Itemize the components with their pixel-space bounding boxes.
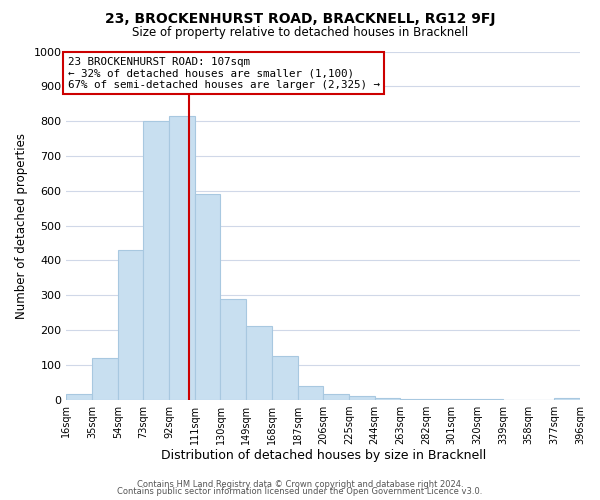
- Text: Size of property relative to detached houses in Bracknell: Size of property relative to detached ho…: [132, 26, 468, 39]
- Text: 23, BROCKENHURST ROAD, BRACKNELL, RG12 9FJ: 23, BROCKENHURST ROAD, BRACKNELL, RG12 9…: [105, 12, 495, 26]
- Bar: [220, 298, 246, 400]
- Bar: [323, 394, 349, 400]
- Bar: [554, 398, 580, 400]
- Bar: [169, 116, 195, 400]
- Y-axis label: Number of detached properties: Number of detached properties: [15, 132, 28, 318]
- Bar: [246, 326, 272, 400]
- Bar: [118, 250, 143, 400]
- Bar: [272, 356, 298, 400]
- Bar: [298, 386, 323, 400]
- Bar: [400, 398, 426, 400]
- Bar: [349, 396, 374, 400]
- Bar: [426, 399, 452, 400]
- Bar: [195, 194, 220, 400]
- Text: 23 BROCKENHURST ROAD: 107sqm
← 32% of detached houses are smaller (1,100)
67% of: 23 BROCKENHURST ROAD: 107sqm ← 32% of de…: [68, 56, 380, 90]
- Text: Contains public sector information licensed under the Open Government Licence v3: Contains public sector information licen…: [118, 487, 482, 496]
- Bar: [67, 394, 92, 400]
- Bar: [92, 358, 118, 400]
- X-axis label: Distribution of detached houses by size in Bracknell: Distribution of detached houses by size …: [161, 450, 486, 462]
- Text: Contains HM Land Registry data © Crown copyright and database right 2024.: Contains HM Land Registry data © Crown c…: [137, 480, 463, 489]
- Bar: [374, 398, 400, 400]
- Bar: [143, 121, 169, 400]
